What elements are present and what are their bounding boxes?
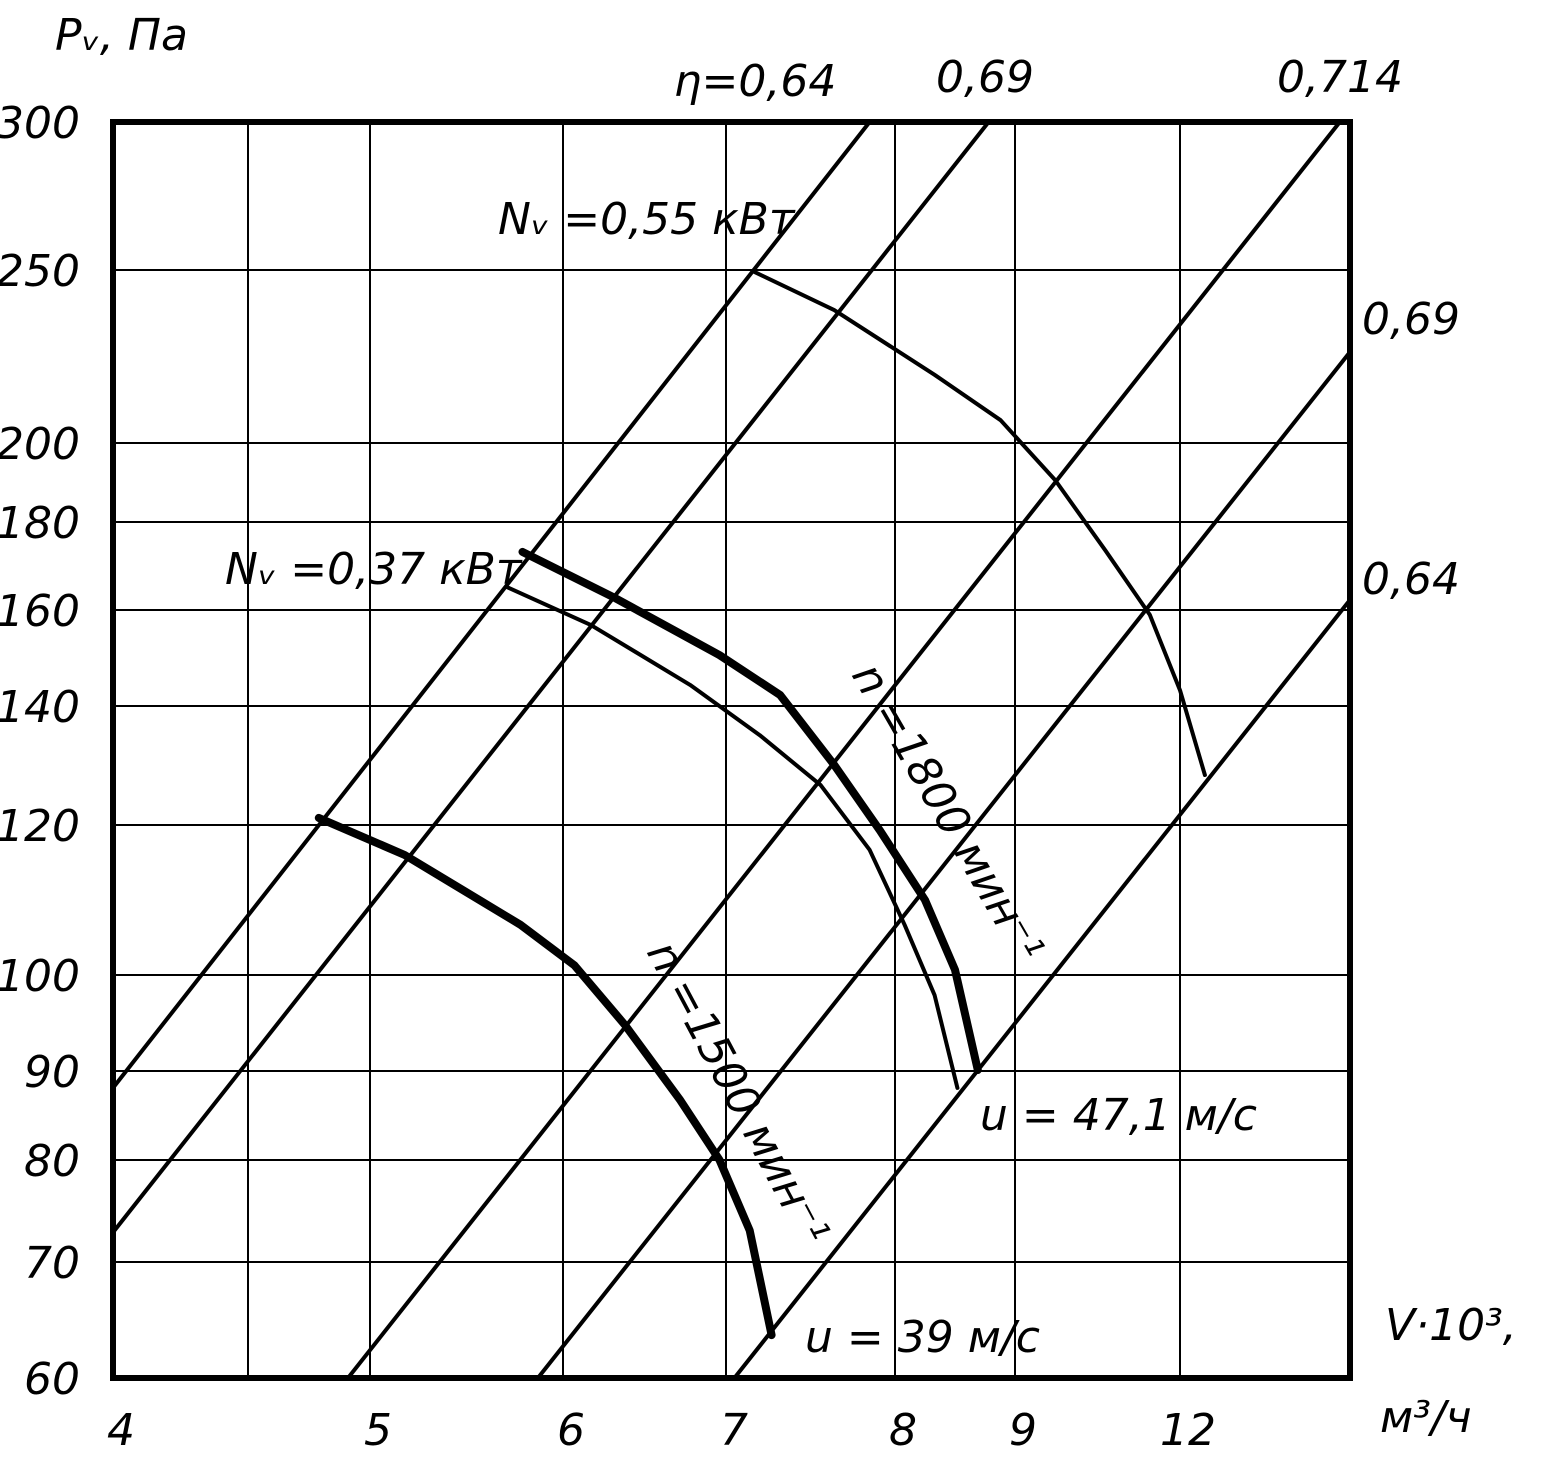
y-tick-label: 120 xyxy=(0,801,80,852)
series-label: n =1800 мин⁻¹ xyxy=(841,654,1053,971)
x-tick-label: 12 xyxy=(1160,1405,1216,1456)
series-label: Nᵥ =0,55 кВт xyxy=(498,194,796,245)
y-tick-label: 80 xyxy=(24,1136,80,1187)
series-label: η=0,64 xyxy=(674,56,837,107)
curve xyxy=(518,547,982,1074)
curve xyxy=(346,120,1342,1380)
curve xyxy=(111,120,991,1235)
x-tick-label: 5 xyxy=(364,1405,392,1456)
curve xyxy=(535,350,1352,1380)
series-label: 0,69 xyxy=(936,52,1034,103)
curve xyxy=(732,597,1352,1380)
y-tick-label: 140 xyxy=(0,682,80,733)
curve xyxy=(111,120,872,1090)
x-axis-label: м³/ч xyxy=(1380,1392,1472,1443)
y-tick-label: 200 xyxy=(0,419,80,470)
series-label: 0,714 xyxy=(1277,52,1403,103)
y-tick-label: 250 xyxy=(0,246,80,297)
curve xyxy=(505,585,960,1090)
y-tick-label: 100 xyxy=(0,951,80,1002)
y-tick-label: 70 xyxy=(24,1238,80,1289)
curve xyxy=(752,270,1207,777)
y-axis-label: Pᵥ, Па xyxy=(55,10,188,61)
annotation: u = 39 м/с xyxy=(805,1312,1040,1363)
x-tick-label: 6 xyxy=(557,1405,585,1456)
x-axis-label: V·10³, xyxy=(1385,1300,1517,1351)
series-label: 0,69 xyxy=(1362,294,1460,345)
series-label: 0,64 xyxy=(1362,554,1460,605)
annotation: u = 47,1 м/с xyxy=(980,1090,1257,1141)
x-tick-label: 9 xyxy=(1009,1405,1037,1456)
x-tick-label: 8 xyxy=(889,1405,917,1456)
x-tick-label: 7 xyxy=(720,1405,748,1456)
series-label: Nᵥ =0,37 кВт xyxy=(225,544,523,595)
y-tick-label: 90 xyxy=(24,1047,80,1098)
plot-frame xyxy=(110,119,1353,1381)
curve xyxy=(314,813,776,1340)
x-tick-label: 4 xyxy=(107,1405,135,1456)
y-tick-label: 60 xyxy=(24,1354,80,1405)
y-tick-label: 180 xyxy=(0,498,80,549)
y-tick-label: 160 xyxy=(0,586,80,637)
y-tick-label: 300 xyxy=(0,98,80,149)
